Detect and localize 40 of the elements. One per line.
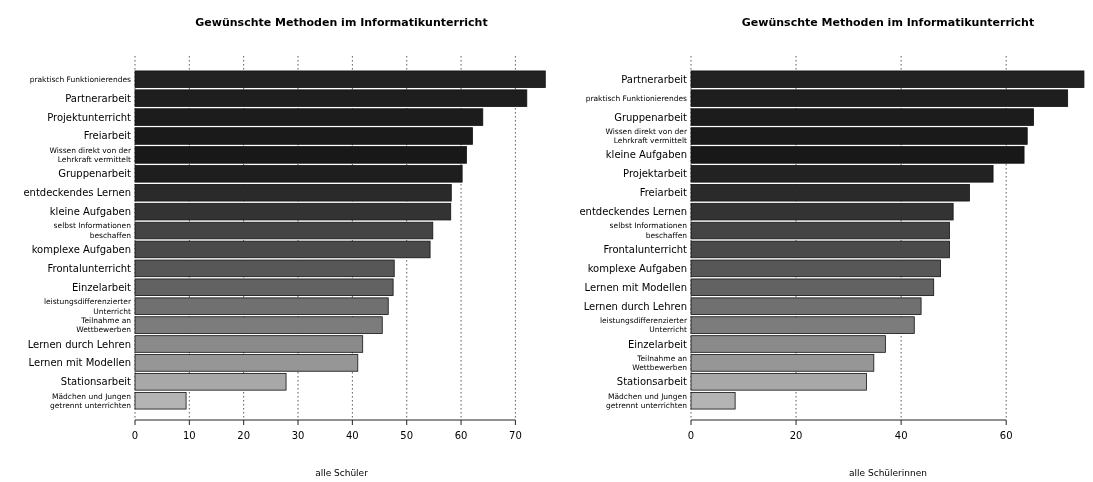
y-tick-label: Einzelarbeit — [71, 281, 132, 293]
y-tick-label: Stationsarbeit — [60, 376, 132, 388]
x-tick-label: 20 — [237, 430, 251, 441]
y-tick-label: Stationsarbeit — [616, 376, 688, 388]
y-tick-label: kleine Aufgaben — [605, 149, 687, 161]
x-tick-label: 20 — [789, 430, 803, 441]
y-tick-label: komplexe Aufgaben — [587, 262, 687, 274]
y-tick-label: Freiarbeit — [639, 187, 688, 199]
y-tick-label: Gruppenarbeit — [58, 168, 132, 180]
y-tick-label: Frontalunterricht — [603, 243, 688, 255]
y-tick-label: Lernen mit Modellen — [28, 357, 131, 369]
y-tick-label: Lernen durch Lehren — [583, 300, 687, 312]
y-tick-label: Lernen durch Lehren — [27, 338, 131, 350]
x-tick-label: 40 — [346, 430, 359, 441]
x-tick-label: 0 — [687, 430, 695, 441]
x-axis-title: alle Schüler — [315, 468, 369, 478]
x-axis-title: alle Schülerinnen — [849, 468, 927, 478]
y-tick-label: Partnerarbeit — [65, 92, 132, 104]
chart-title: Gewünschte Methoden im Informatikunterricht — [741, 16, 1035, 29]
x-tick-label: 50 — [400, 430, 414, 441]
y-tick-label: entdeckendes Lernen — [579, 206, 687, 218]
chart-title: Gewünschte Methoden im Informatikunterricht — [195, 16, 488, 29]
x-tick-label: 60 — [999, 430, 1013, 441]
y-tick-label: entdeckendes Lernen — [23, 187, 131, 199]
y-tick-label: Gruppenarbeit — [614, 111, 688, 123]
x-tick-label: 40 — [894, 430, 908, 441]
x-tick-label: 10 — [182, 430, 196, 441]
x-tick-label: 0 — [131, 430, 139, 441]
y-tick-label: Freiarbeit — [83, 130, 132, 142]
x-tick-label: 70 — [509, 430, 522, 441]
y-tick-label: Projektarbeit — [623, 168, 688, 180]
y-tick-label: Einzelarbeit — [627, 338, 688, 350]
x-tick-label: 60 — [454, 430, 468, 441]
y-tick-label: Projektunterricht — [47, 111, 132, 123]
y-tick-label: Partnerarbeit — [621, 73, 688, 85]
y-tick-label: Frontalunterricht — [47, 262, 132, 274]
y-tick-label: Lernen mit Modellen — [584, 281, 687, 293]
y-tick-label: komplexe Aufgaben — [31, 243, 131, 255]
y-tick-label: kleine Aufgaben — [49, 206, 131, 218]
x-tick-label: 30 — [291, 430, 305, 441]
